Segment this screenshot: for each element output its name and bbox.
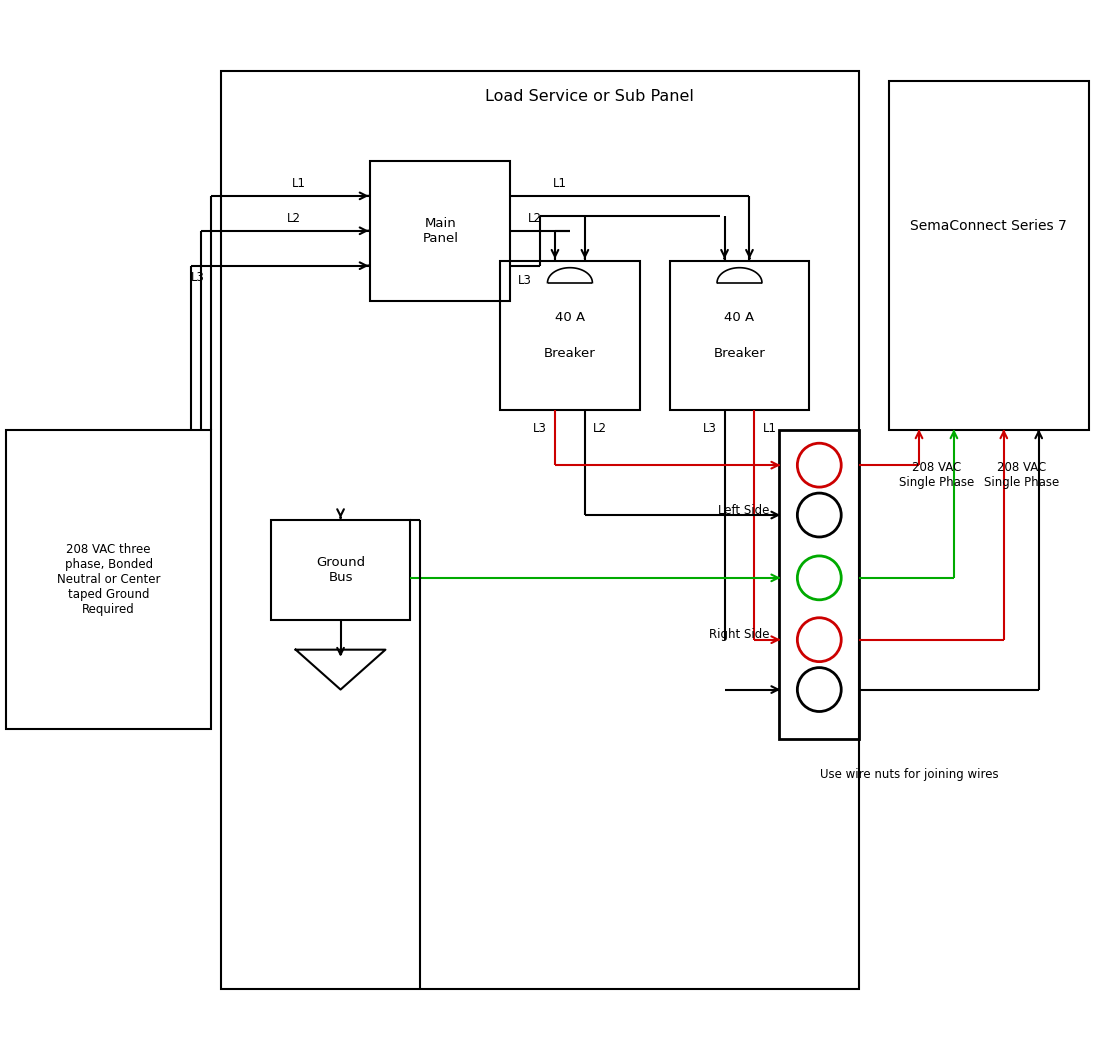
Text: 208 VAC three
phase, Bonded
Neutral or Center
taped Ground
Required: 208 VAC three phase, Bonded Neutral or C…	[57, 543, 161, 616]
Text: L1: L1	[762, 422, 777, 435]
Text: L3: L3	[534, 422, 547, 435]
Text: SemaConnect Series 7: SemaConnect Series 7	[911, 218, 1067, 233]
Bar	[271, 520, 410, 620]
Text: 208 VAC
Single Phase: 208 VAC Single Phase	[983, 461, 1059, 489]
Text: 40 A: 40 A	[554, 311, 585, 324]
Text: Breaker: Breaker	[714, 346, 766, 360]
Text: L1: L1	[292, 177, 306, 190]
Text: Breaker: Breaker	[544, 346, 596, 360]
Bar	[500, 260, 640, 411]
Text: L3: L3	[518, 274, 532, 287]
Text: L2: L2	[287, 212, 301, 226]
Bar	[371, 161, 510, 300]
Text: Left Side: Left Side	[718, 504, 769, 517]
Text: L2: L2	[593, 422, 607, 435]
Text: Use wire nuts for joining wires: Use wire nuts for joining wires	[820, 768, 999, 781]
Text: Load Service or Sub Panel: Load Service or Sub Panel	[485, 88, 694, 104]
Text: 40 A: 40 A	[725, 311, 755, 324]
Text: L2: L2	[528, 212, 542, 226]
Text: L1: L1	[553, 177, 566, 190]
Text: Main
Panel: Main Panel	[422, 216, 459, 245]
Bar	[670, 260, 810, 411]
Text: L3: L3	[191, 271, 205, 285]
Text: L3: L3	[703, 422, 716, 435]
Text: 208 VAC
Single Phase: 208 VAC Single Phase	[899, 461, 975, 489]
Bar	[889, 81, 1089, 430]
Bar	[221, 71, 859, 989]
Bar	[780, 430, 859, 739]
Text: Ground
Bus: Ground Bus	[316, 555, 365, 584]
Text: Right Side: Right Side	[708, 628, 769, 642]
Bar	[7, 430, 211, 730]
